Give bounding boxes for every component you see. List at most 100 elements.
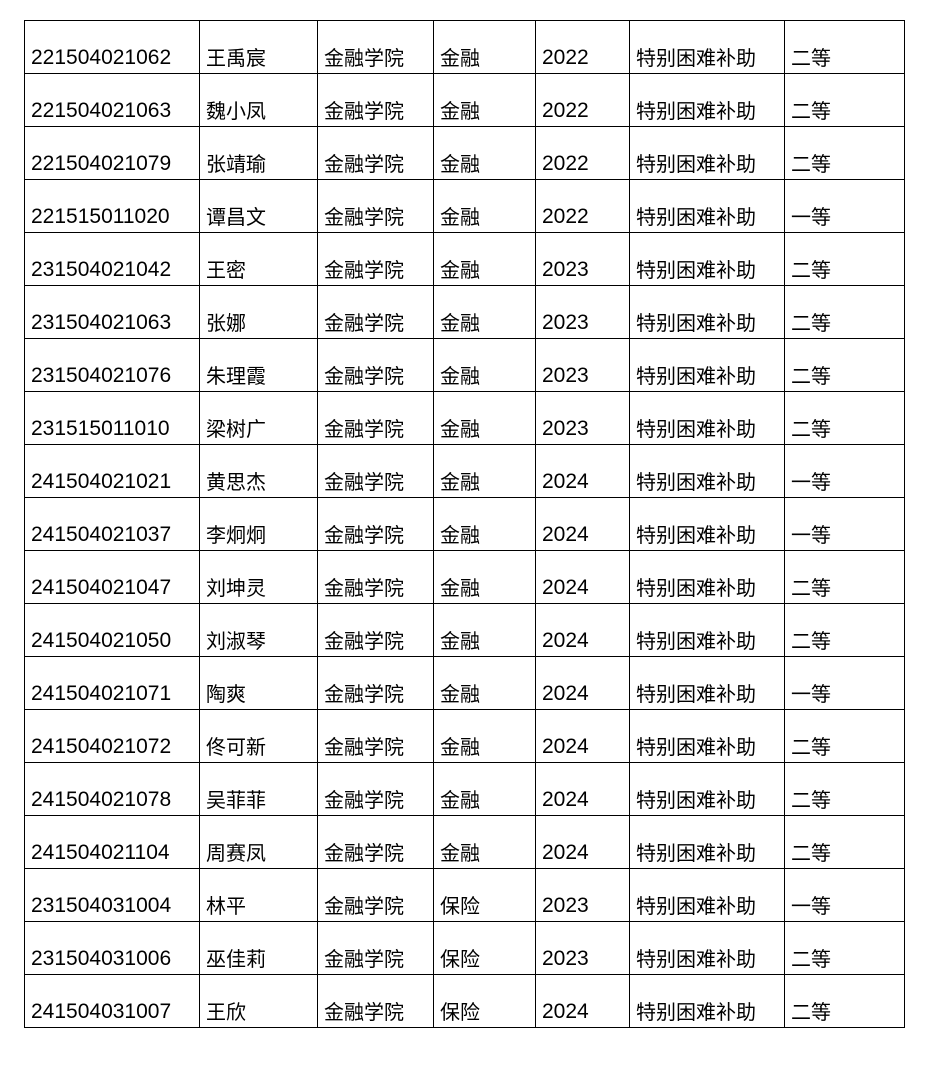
major-cell: 金融 [433, 815, 536, 869]
student-name-cell: 刘淑琴 [199, 603, 318, 657]
college-cell: 金融学院 [317, 285, 434, 339]
subsidy-level-cell: 二等 [784, 391, 905, 445]
grade-year-cell: 2024 [535, 603, 630, 657]
grade-year-cell: 2024 [535, 709, 630, 763]
subsidy-type-cell: 特别困难补助 [629, 126, 785, 180]
college-cell: 金融学院 [317, 338, 434, 392]
college-cell: 金融学院 [317, 20, 434, 74]
college-cell: 金融学院 [317, 868, 434, 922]
student-id-cell: 241504021072 [24, 709, 200, 763]
subsidy-level-cell: 二等 [784, 709, 905, 763]
subsidy-type-cell: 特别困难补助 [629, 391, 785, 445]
subsidy-level-cell: 二等 [784, 603, 905, 657]
table-row: 241504021037 李炯炯 金融学院 金融 2024 特别困难补助 一等 [24, 497, 905, 551]
subsidy-type-cell: 特别困难补助 [629, 709, 785, 763]
table-row: 241504031007 王欣 金融学院 保险 2024 特别困难补助 二等 [24, 974, 905, 1028]
major-cell: 金融 [433, 232, 536, 286]
student-name-cell: 陶爽 [199, 656, 318, 710]
subsidy-level-cell: 二等 [784, 762, 905, 816]
student-name-cell: 林平 [199, 868, 318, 922]
student-id-cell: 231504021042 [24, 232, 200, 286]
table-row: 231515011010 梁树广 金融学院 金融 2023 特别困难补助 二等 [24, 391, 905, 445]
college-cell: 金融学院 [317, 762, 434, 816]
student-name-cell: 周赛凤 [199, 815, 318, 869]
major-cell: 金融 [433, 285, 536, 339]
table-row: 221504021062 王禹宸 金融学院 金融 2022 特别困难补助 二等 [24, 20, 905, 74]
student-name-cell: 李炯炯 [199, 497, 318, 551]
table-row: 231504031006 巫佳莉 金融学院 保险 2023 特别困难补助 二等 [24, 921, 905, 975]
student-id-cell: 221515011020 [24, 179, 200, 233]
student-name-cell: 黄思杰 [199, 444, 318, 498]
college-cell: 金融学院 [317, 391, 434, 445]
table-row: 241504021071 陶爽 金融学院 金融 2024 特别困难补助 一等 [24, 656, 905, 710]
subsidy-type-cell: 特别困难补助 [629, 179, 785, 233]
grade-year-cell: 2022 [535, 126, 630, 180]
grade-year-cell: 2024 [535, 762, 630, 816]
student-name-cell: 梁树广 [199, 391, 318, 445]
subsidy-type-cell: 特别困难补助 [629, 73, 785, 127]
table-row: 231504021063 张娜 金融学院 金融 2023 特别困难补助 二等 [24, 285, 905, 339]
subsidy-type-cell: 特别困难补助 [629, 656, 785, 710]
subsidy-level-cell: 二等 [784, 921, 905, 975]
student-id-cell: 221504021063 [24, 73, 200, 127]
subsidy-level-cell: 一等 [784, 179, 905, 233]
major-cell: 保险 [433, 868, 536, 922]
subsidy-level-cell: 一等 [784, 868, 905, 922]
grade-year-cell: 2024 [535, 497, 630, 551]
subsidy-type-cell: 特别困难补助 [629, 20, 785, 74]
table-row: 241504021072 佟可新 金融学院 金融 2024 特别困难补助 二等 [24, 709, 905, 763]
subsidy-level-cell: 一等 [784, 444, 905, 498]
major-cell: 金融 [433, 444, 536, 498]
student-id-cell: 241504021021 [24, 444, 200, 498]
grade-year-cell: 2023 [535, 232, 630, 286]
college-cell: 金融学院 [317, 73, 434, 127]
student-id-cell: 221504021062 [24, 20, 200, 74]
table-row: 241504021047 刘坤灵 金融学院 金融 2024 特别困难补助 二等 [24, 550, 905, 604]
table-row: 221504021079 张靖瑜 金融学院 金融 2022 特别困难补助 二等 [24, 126, 905, 180]
subsidy-level-cell: 一等 [784, 656, 905, 710]
grade-year-cell: 2024 [535, 815, 630, 869]
major-cell: 金融 [433, 709, 536, 763]
subsidy-type-cell: 特别困难补助 [629, 762, 785, 816]
table-row: 241504021050 刘淑琴 金融学院 金融 2024 特别困难补助 二等 [24, 603, 905, 657]
subsidy-type-cell: 特别困难补助 [629, 974, 785, 1028]
subsidy-type-cell: 特别困难补助 [629, 550, 785, 604]
grade-year-cell: 2023 [535, 921, 630, 975]
subsidy-type-cell: 特别困难补助 [629, 285, 785, 339]
grade-year-cell: 2024 [535, 550, 630, 604]
student-id-cell: 221504021079 [24, 126, 200, 180]
college-cell: 金融学院 [317, 815, 434, 869]
major-cell: 金融 [433, 550, 536, 604]
subsidy-type-cell: 特别困难补助 [629, 603, 785, 657]
student-name-cell: 刘坤灵 [199, 550, 318, 604]
table-row: 241504021021 黄思杰 金融学院 金融 2024 特别困难补助 一等 [24, 444, 905, 498]
college-cell: 金融学院 [317, 656, 434, 710]
student-id-cell: 241504021078 [24, 762, 200, 816]
major-cell: 金融 [433, 656, 536, 710]
student-name-cell: 朱理霞 [199, 338, 318, 392]
major-cell: 金融 [433, 126, 536, 180]
college-cell: 金融学院 [317, 974, 434, 1028]
table-row: 231504031004 林平 金融学院 保险 2023 特别困难补助 一等 [24, 868, 905, 922]
grade-year-cell: 2022 [535, 179, 630, 233]
grade-year-cell: 2023 [535, 868, 630, 922]
subsidy-level-cell: 二等 [784, 550, 905, 604]
subsidy-type-cell: 特别困难补助 [629, 868, 785, 922]
student-name-cell: 王欣 [199, 974, 318, 1028]
grade-year-cell: 2023 [535, 338, 630, 392]
student-id-cell: 231504031004 [24, 868, 200, 922]
grade-year-cell: 2024 [535, 444, 630, 498]
college-cell: 金融学院 [317, 497, 434, 551]
student-name-cell: 巫佳莉 [199, 921, 318, 975]
subsidy-level-cell: 二等 [784, 974, 905, 1028]
subsidy-level-cell: 二等 [784, 338, 905, 392]
student-name-cell: 佟可新 [199, 709, 318, 763]
subsidy-level-cell: 二等 [784, 232, 905, 286]
student-id-cell: 231504021063 [24, 285, 200, 339]
college-cell: 金融学院 [317, 126, 434, 180]
student-id-cell: 241504021050 [24, 603, 200, 657]
college-cell: 金融学院 [317, 550, 434, 604]
major-cell: 金融 [433, 20, 536, 74]
student-name-cell: 张靖瑜 [199, 126, 318, 180]
subsidy-level-cell: 一等 [784, 497, 905, 551]
